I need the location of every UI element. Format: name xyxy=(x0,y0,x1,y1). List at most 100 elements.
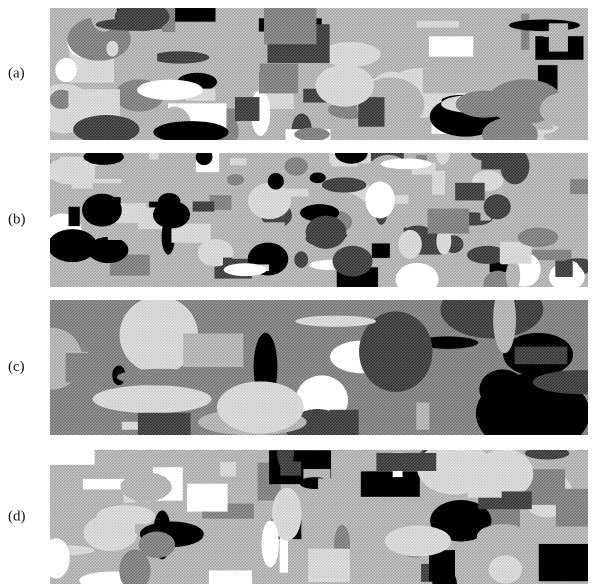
image-region xyxy=(48,448,94,464)
image-region xyxy=(471,145,500,160)
image-region xyxy=(153,121,228,143)
image-region xyxy=(230,158,246,165)
image-region xyxy=(84,514,138,551)
image-region xyxy=(525,447,570,459)
image-region xyxy=(428,209,470,234)
image-region xyxy=(106,41,118,57)
image-region xyxy=(406,33,425,58)
image-region xyxy=(479,369,525,409)
image-region xyxy=(137,80,203,101)
image-region xyxy=(306,216,347,249)
image-region xyxy=(295,316,376,327)
image-region xyxy=(47,157,94,184)
image-region xyxy=(48,229,97,262)
image-region xyxy=(183,334,243,368)
image-region xyxy=(41,159,51,176)
image-region xyxy=(193,201,215,211)
image-region xyxy=(294,251,308,267)
image-region xyxy=(372,243,390,258)
image-region xyxy=(398,230,422,259)
image-region xyxy=(278,189,308,197)
image-region xyxy=(493,286,516,353)
panel-image xyxy=(34,0,594,161)
image-region xyxy=(248,183,291,219)
image-region xyxy=(248,63,260,72)
image-region xyxy=(432,171,445,195)
image-region xyxy=(416,403,429,430)
panels: (a) (b) (c) (d) xyxy=(8,0,594,584)
image-region xyxy=(429,36,473,56)
image-region xyxy=(68,89,120,117)
image-region xyxy=(43,538,70,578)
image-region xyxy=(500,148,529,184)
image-region xyxy=(322,177,367,192)
image-region xyxy=(455,183,484,201)
image-region xyxy=(506,260,520,291)
image-region xyxy=(69,207,80,226)
image-region xyxy=(151,51,209,63)
image-region xyxy=(310,173,326,184)
image-region xyxy=(396,263,439,296)
image-region xyxy=(73,115,139,144)
image-region xyxy=(159,179,194,191)
image-region xyxy=(521,14,529,50)
image-region xyxy=(484,194,511,219)
image-region xyxy=(294,128,330,141)
image-region xyxy=(423,69,479,94)
image-region xyxy=(149,144,158,159)
image-region xyxy=(115,2,170,31)
image-region xyxy=(139,532,176,559)
image-region xyxy=(264,6,316,44)
image-region xyxy=(539,544,591,581)
panel-label: (c) xyxy=(8,359,25,375)
image-region xyxy=(153,201,190,229)
image-region xyxy=(417,21,459,28)
image-region xyxy=(456,91,514,118)
image-region xyxy=(262,520,279,567)
image-region xyxy=(220,462,236,476)
image-region xyxy=(95,166,132,179)
image-region xyxy=(365,181,395,218)
panel-image xyxy=(41,139,594,298)
image-region xyxy=(82,194,122,227)
image-region xyxy=(277,434,294,471)
image-region xyxy=(55,58,76,82)
image-region xyxy=(332,246,372,277)
image-region xyxy=(217,381,304,433)
image-region xyxy=(376,453,436,471)
image-region xyxy=(174,8,216,22)
image-region xyxy=(509,19,580,31)
image-region xyxy=(385,526,452,557)
image-region xyxy=(117,369,205,386)
image-region xyxy=(259,64,298,94)
image-region xyxy=(316,65,374,107)
image-region xyxy=(335,143,368,164)
image-region xyxy=(381,159,432,170)
image-region xyxy=(555,260,572,277)
panel-label: (d) xyxy=(8,508,26,524)
image-region xyxy=(93,385,212,413)
panel-image xyxy=(21,280,594,468)
image-region xyxy=(308,549,350,582)
image-region xyxy=(196,148,213,165)
panel-label: (b) xyxy=(8,211,26,227)
image-region xyxy=(489,555,522,583)
image-region xyxy=(515,347,568,364)
image-region xyxy=(284,157,308,175)
figure: (a) (b) (c) (d) xyxy=(0,0,594,584)
image-region xyxy=(440,280,543,338)
image-region xyxy=(361,471,420,496)
image-region xyxy=(477,524,529,549)
image-region xyxy=(318,478,348,511)
image-region xyxy=(429,550,455,581)
image-region xyxy=(224,263,267,276)
image-region xyxy=(268,173,284,190)
image-region xyxy=(570,179,594,194)
panel-label: (a) xyxy=(8,65,25,81)
image-region xyxy=(227,174,244,185)
image-region xyxy=(209,570,252,584)
image-region xyxy=(436,141,450,164)
image-region xyxy=(191,270,207,294)
image-region xyxy=(518,228,558,247)
image-region xyxy=(556,489,592,527)
